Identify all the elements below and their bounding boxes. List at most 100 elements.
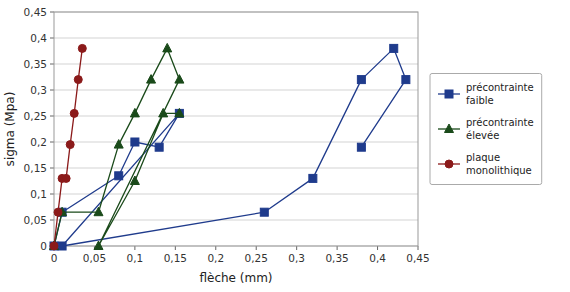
tick-label: 0: [51, 252, 58, 264]
series-line: [54, 48, 406, 246]
y-axis-label: sigma (Mpa): [3, 92, 17, 167]
tick: [296, 246, 297, 250]
tick: [50, 116, 54, 117]
tick: [50, 220, 54, 221]
tick: [134, 246, 135, 250]
legend: précontrainte faible précontrainte élevée pl…: [430, 74, 542, 185]
tick: [377, 246, 378, 250]
tick-label: 0,4: [30, 32, 47, 44]
series-line: [54, 48, 82, 246]
point: [94, 207, 103, 216]
point: [309, 174, 317, 182]
grid: [54, 12, 418, 246]
point: [147, 75, 156, 84]
tick-label: 0,3: [288, 252, 305, 264]
point: [357, 76, 365, 84]
tick-label: 0,1: [127, 252, 144, 264]
point: [54, 208, 62, 216]
grid-line: [54, 220, 418, 221]
legend-label: précontrainte élevée: [466, 117, 534, 141]
point: [50, 242, 58, 250]
tick-label: 0,4: [369, 252, 386, 264]
legend-label: plaque monolithique: [466, 152, 532, 176]
point: [50, 242, 58, 250]
tick-label: 0,1: [30, 188, 47, 200]
tick: [50, 64, 54, 65]
point: [70, 109, 78, 117]
legend-label-line: précontrainte: [466, 82, 534, 93]
point: [175, 109, 183, 117]
legend-label-line: précontrainte: [466, 117, 534, 128]
plot-frame: [54, 12, 418, 246]
tick-label: 0,05: [83, 252, 106, 264]
tick-label: 0,45: [24, 6, 47, 18]
tick-label: 0,05: [24, 214, 47, 226]
tick: [215, 246, 216, 250]
tick: [50, 168, 54, 169]
point: [74, 76, 82, 84]
point: [357, 143, 365, 151]
point: [155, 143, 163, 151]
tick: [50, 38, 54, 39]
grid-line: [54, 38, 418, 39]
marks: [50, 43, 410, 250]
tick-label: 0,25: [24, 110, 47, 122]
tick-label: 0,15: [164, 252, 187, 264]
tick: [175, 246, 176, 250]
point: [58, 242, 66, 250]
point: [62, 174, 70, 182]
point: [130, 108, 139, 117]
x-axis-label: flèche (mm): [199, 271, 272, 285]
tick: [256, 246, 257, 250]
point: [159, 108, 168, 117]
series: [50, 44, 86, 250]
point: [130, 176, 139, 185]
tick-label: 0,25: [245, 252, 268, 264]
tick-label: 0,3: [30, 84, 47, 96]
tick: [50, 12, 54, 13]
grid-line: [54, 168, 418, 169]
point: [260, 208, 268, 216]
legend-label-line: faible: [466, 95, 494, 106]
grid-line: [54, 142, 418, 143]
point: [50, 241, 59, 250]
point: [94, 241, 103, 250]
tick-label: 0: [40, 240, 47, 252]
point: [131, 138, 139, 146]
tick: [50, 142, 54, 143]
legend-marker: [445, 90, 453, 98]
legend-label-line: élevée: [466, 130, 499, 141]
legend-label-line: plaque: [466, 152, 500, 163]
point: [115, 172, 123, 180]
tick: [337, 246, 338, 250]
tick-label: 0,2: [30, 136, 47, 148]
point: [163, 43, 172, 52]
series: [50, 43, 184, 249]
legend-marker: [445, 124, 454, 133]
tick: [50, 194, 54, 195]
tick: [418, 246, 419, 250]
chart: 0 0,05 0,1 0,15 0,2 0,25 0,3 0,35 0,4 0,45 0 0,05 0,…: [0, 0, 570, 292]
tick-label: 0,2: [207, 252, 224, 264]
point: [66, 141, 74, 149]
tick-label: 0,45: [406, 252, 429, 264]
tick: [50, 90, 54, 91]
point: [390, 44, 398, 52]
tick-label: 0,35: [325, 252, 348, 264]
axes: 0 0,05 0,1 0,15 0,2 0,25 0,3 0,35 0,4 0,45 0 0,05 0,…: [24, 6, 430, 264]
grid-line: [54, 90, 418, 91]
legend-marker: [445, 160, 453, 168]
series-line: [54, 48, 179, 246]
grid-line: [54, 64, 418, 65]
legend-label: précontrainte faible: [466, 82, 534, 106]
point: [175, 75, 184, 84]
tick-label: 0,15: [24, 162, 47, 174]
point: [175, 108, 184, 117]
point: [78, 44, 86, 52]
point: [114, 140, 123, 149]
legend-box: [430, 74, 542, 185]
series: [50, 44, 410, 250]
grid-line: [54, 116, 418, 117]
legend-label-line: monolithique: [466, 165, 532, 176]
point: [402, 76, 410, 84]
